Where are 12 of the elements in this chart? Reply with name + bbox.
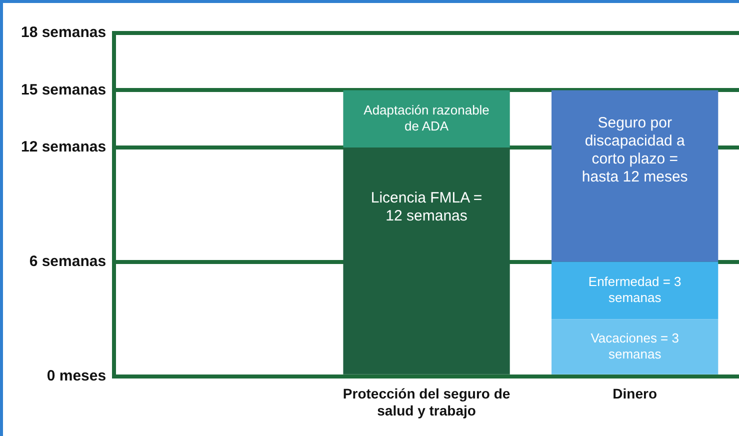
data-label: Seguro por discapacidad a corto plazo = hasta 12 meses (582, 114, 688, 186)
y-tick-label: 15 semanas (20, 81, 106, 98)
x-tick-label: Protección del seguro de salud y trabajo (342, 386, 510, 418)
y-tick-label: 0 meses (46, 368, 106, 385)
y-tick-label: 18 semanas (20, 24, 106, 42)
data-label: Enfermedad = 3 semanas (588, 274, 682, 306)
data-label: Vacaciones = 3 semanas (590, 330, 679, 362)
y-tick-label: 6 semanas (29, 253, 106, 270)
y-tick-label: 12 semanas (20, 138, 106, 156)
data-label: Licencia FMLA = 12 semanas (370, 190, 482, 225)
x-tick-label: Dinero (612, 386, 658, 402)
data-label: Adaptación razonable de ADA (364, 102, 490, 134)
